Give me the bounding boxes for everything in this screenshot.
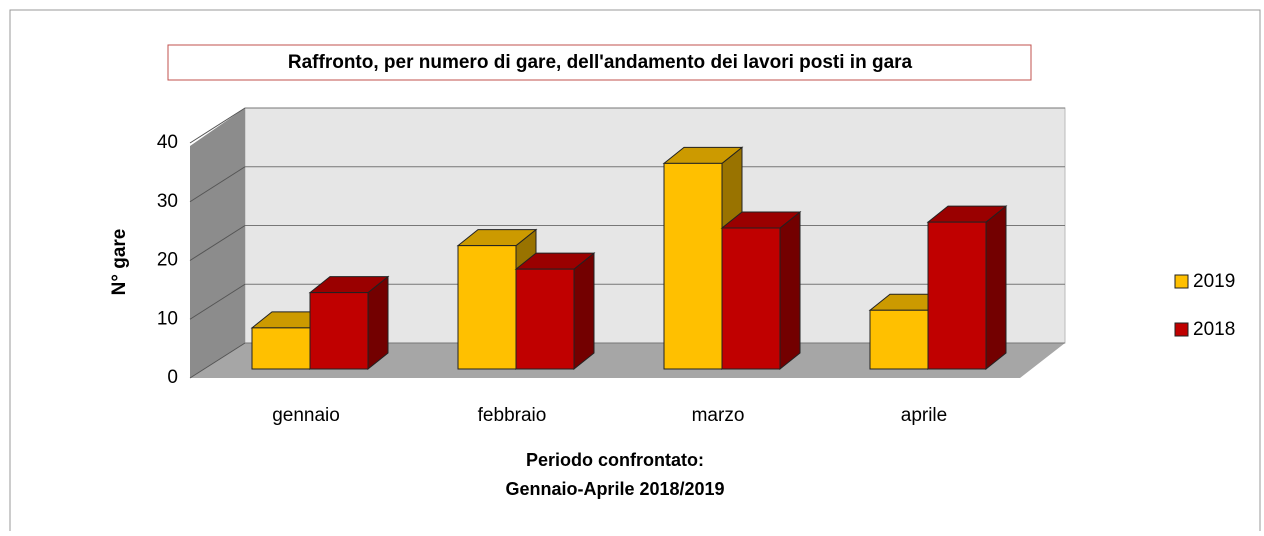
- grid-line: [189, 166, 246, 203]
- bar-side: [779, 210, 801, 371]
- grid-line: [189, 107, 246, 144]
- legend-label: 2019: [1193, 271, 1235, 292]
- legend-swatch: [1174, 322, 1189, 337]
- grid-line: [189, 283, 246, 320]
- bar: [457, 245, 517, 370]
- x-tick-label: gennaio: [272, 405, 340, 426]
- grid-line: [189, 342, 246, 379]
- y-axis-label: N° gare: [109, 229, 130, 296]
- bar-side: [573, 252, 595, 371]
- bar: [721, 227, 781, 370]
- bar: [309, 292, 369, 370]
- title-box: [167, 44, 1032, 81]
- y-tick-label: 10: [157, 308, 178, 329]
- grid-line: [189, 225, 246, 261]
- x-axis-label: Gennaio-Aprile 2018/2019: [505, 479, 724, 499]
- x-tick-label: febbraio: [478, 405, 547, 426]
- y-tick-label: 20: [157, 250, 178, 271]
- legend-label: 2018: [1193, 319, 1235, 340]
- legend-swatch: [1174, 274, 1189, 289]
- bar: [251, 327, 311, 370]
- chart-title: Raffronto, per numero di gare, dell'anda…: [288, 52, 913, 73]
- bar: [515, 268, 575, 370]
- y-tick-label: 30: [157, 191, 178, 212]
- bar: [927, 221, 987, 370]
- x-axis-label: Periodo confrontato:: [526, 450, 704, 470]
- bar-side: [985, 205, 1007, 371]
- y-tick-label: 0: [167, 367, 178, 388]
- floor: [190, 343, 1065, 378]
- x-tick-label: marzo: [692, 405, 745, 426]
- bar: [869, 309, 929, 370]
- y-tick-label: 40: [157, 132, 178, 153]
- x-tick-label: aprile: [901, 405, 947, 426]
- bar: [663, 162, 723, 370]
